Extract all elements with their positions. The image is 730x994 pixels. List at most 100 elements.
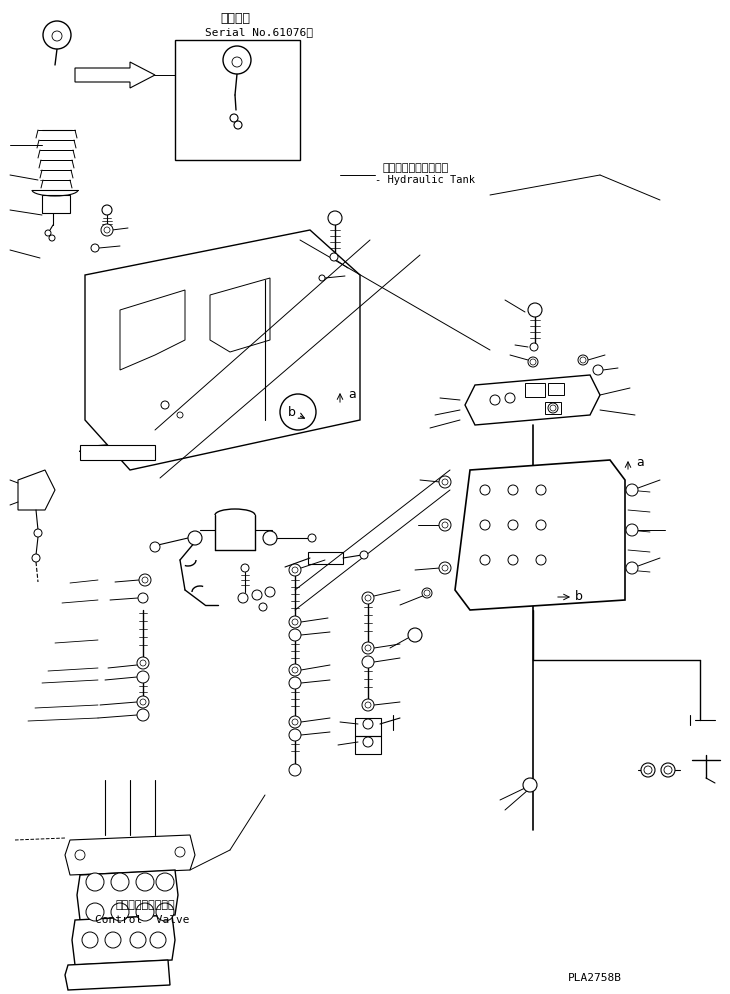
Circle shape: [230, 114, 238, 122]
Bar: [355, 736, 381, 754]
Circle shape: [136, 873, 154, 891]
Circle shape: [232, 57, 242, 67]
Circle shape: [82, 932, 98, 948]
Circle shape: [43, 21, 71, 49]
Text: PLA2758B: PLA2758B: [568, 973, 622, 983]
Circle shape: [101, 224, 113, 236]
Circle shape: [259, 603, 267, 611]
Circle shape: [424, 590, 430, 596]
Text: b: b: [575, 590, 583, 603]
Circle shape: [363, 719, 373, 729]
Circle shape: [75, 850, 85, 860]
Circle shape: [289, 564, 301, 576]
Circle shape: [536, 555, 546, 565]
Circle shape: [365, 645, 371, 651]
Circle shape: [111, 903, 129, 921]
Polygon shape: [210, 278, 270, 352]
Circle shape: [161, 401, 169, 409]
Circle shape: [130, 932, 146, 948]
Circle shape: [263, 531, 277, 545]
Circle shape: [265, 587, 275, 597]
Circle shape: [289, 729, 301, 741]
Text: 適用号機: 適用号機: [220, 12, 250, 25]
Circle shape: [641, 763, 655, 777]
Bar: [42, 195, 70, 213]
Circle shape: [280, 394, 316, 430]
Circle shape: [252, 590, 262, 600]
Circle shape: [664, 766, 672, 774]
Circle shape: [102, 205, 112, 215]
Text: a: a: [348, 389, 356, 402]
Bar: [355, 718, 381, 736]
Circle shape: [49, 235, 55, 241]
Circle shape: [593, 365, 603, 375]
Circle shape: [365, 702, 371, 708]
Circle shape: [362, 642, 374, 654]
Circle shape: [105, 932, 121, 948]
Circle shape: [328, 211, 342, 225]
Circle shape: [363, 737, 373, 747]
Circle shape: [150, 542, 160, 552]
Circle shape: [188, 531, 202, 545]
Circle shape: [156, 903, 174, 921]
Polygon shape: [72, 915, 175, 965]
Polygon shape: [80, 445, 155, 460]
Circle shape: [289, 764, 301, 776]
Polygon shape: [85, 230, 360, 470]
Polygon shape: [455, 460, 625, 610]
Text: ハイドロリックタンク: ハイドロリックタンク: [382, 163, 448, 173]
Circle shape: [508, 555, 518, 565]
Circle shape: [490, 395, 500, 405]
Circle shape: [292, 719, 298, 725]
Circle shape: [439, 519, 451, 531]
Text: - Hydraulic Tank: - Hydraulic Tank: [375, 175, 475, 185]
Polygon shape: [18, 470, 55, 510]
Circle shape: [32, 554, 40, 562]
Circle shape: [292, 619, 298, 625]
Circle shape: [480, 555, 490, 565]
Circle shape: [528, 357, 538, 367]
Circle shape: [523, 778, 537, 792]
Bar: [525, 383, 545, 397]
Text: Serial No.61076～: Serial No.61076～: [205, 27, 313, 37]
Circle shape: [530, 359, 536, 365]
Circle shape: [480, 485, 490, 495]
Circle shape: [241, 564, 249, 572]
Circle shape: [136, 903, 154, 921]
Circle shape: [308, 534, 316, 542]
Circle shape: [508, 485, 518, 495]
Circle shape: [442, 479, 448, 485]
Circle shape: [292, 667, 298, 673]
Circle shape: [289, 616, 301, 628]
Circle shape: [439, 562, 451, 574]
Circle shape: [626, 484, 638, 496]
Circle shape: [140, 699, 146, 705]
Circle shape: [289, 677, 301, 689]
Circle shape: [626, 524, 638, 536]
Circle shape: [111, 873, 129, 891]
Circle shape: [52, 31, 62, 41]
Circle shape: [86, 873, 104, 891]
Circle shape: [442, 522, 448, 528]
Circle shape: [292, 567, 298, 573]
Circle shape: [234, 121, 242, 129]
Circle shape: [86, 903, 104, 921]
Polygon shape: [77, 870, 178, 920]
Text: b: b: [288, 406, 296, 418]
Bar: [545, 402, 561, 414]
Circle shape: [137, 709, 149, 721]
Circle shape: [289, 716, 301, 728]
Text: Control  Valve: Control Valve: [95, 915, 190, 925]
Circle shape: [360, 551, 368, 559]
Circle shape: [362, 592, 374, 604]
Circle shape: [548, 403, 558, 413]
Circle shape: [156, 873, 174, 891]
Circle shape: [223, 46, 251, 74]
Circle shape: [34, 529, 42, 537]
Circle shape: [238, 593, 248, 603]
Circle shape: [138, 593, 148, 603]
Circle shape: [528, 303, 542, 317]
Circle shape: [362, 656, 374, 668]
Circle shape: [505, 393, 515, 403]
Circle shape: [142, 577, 148, 583]
